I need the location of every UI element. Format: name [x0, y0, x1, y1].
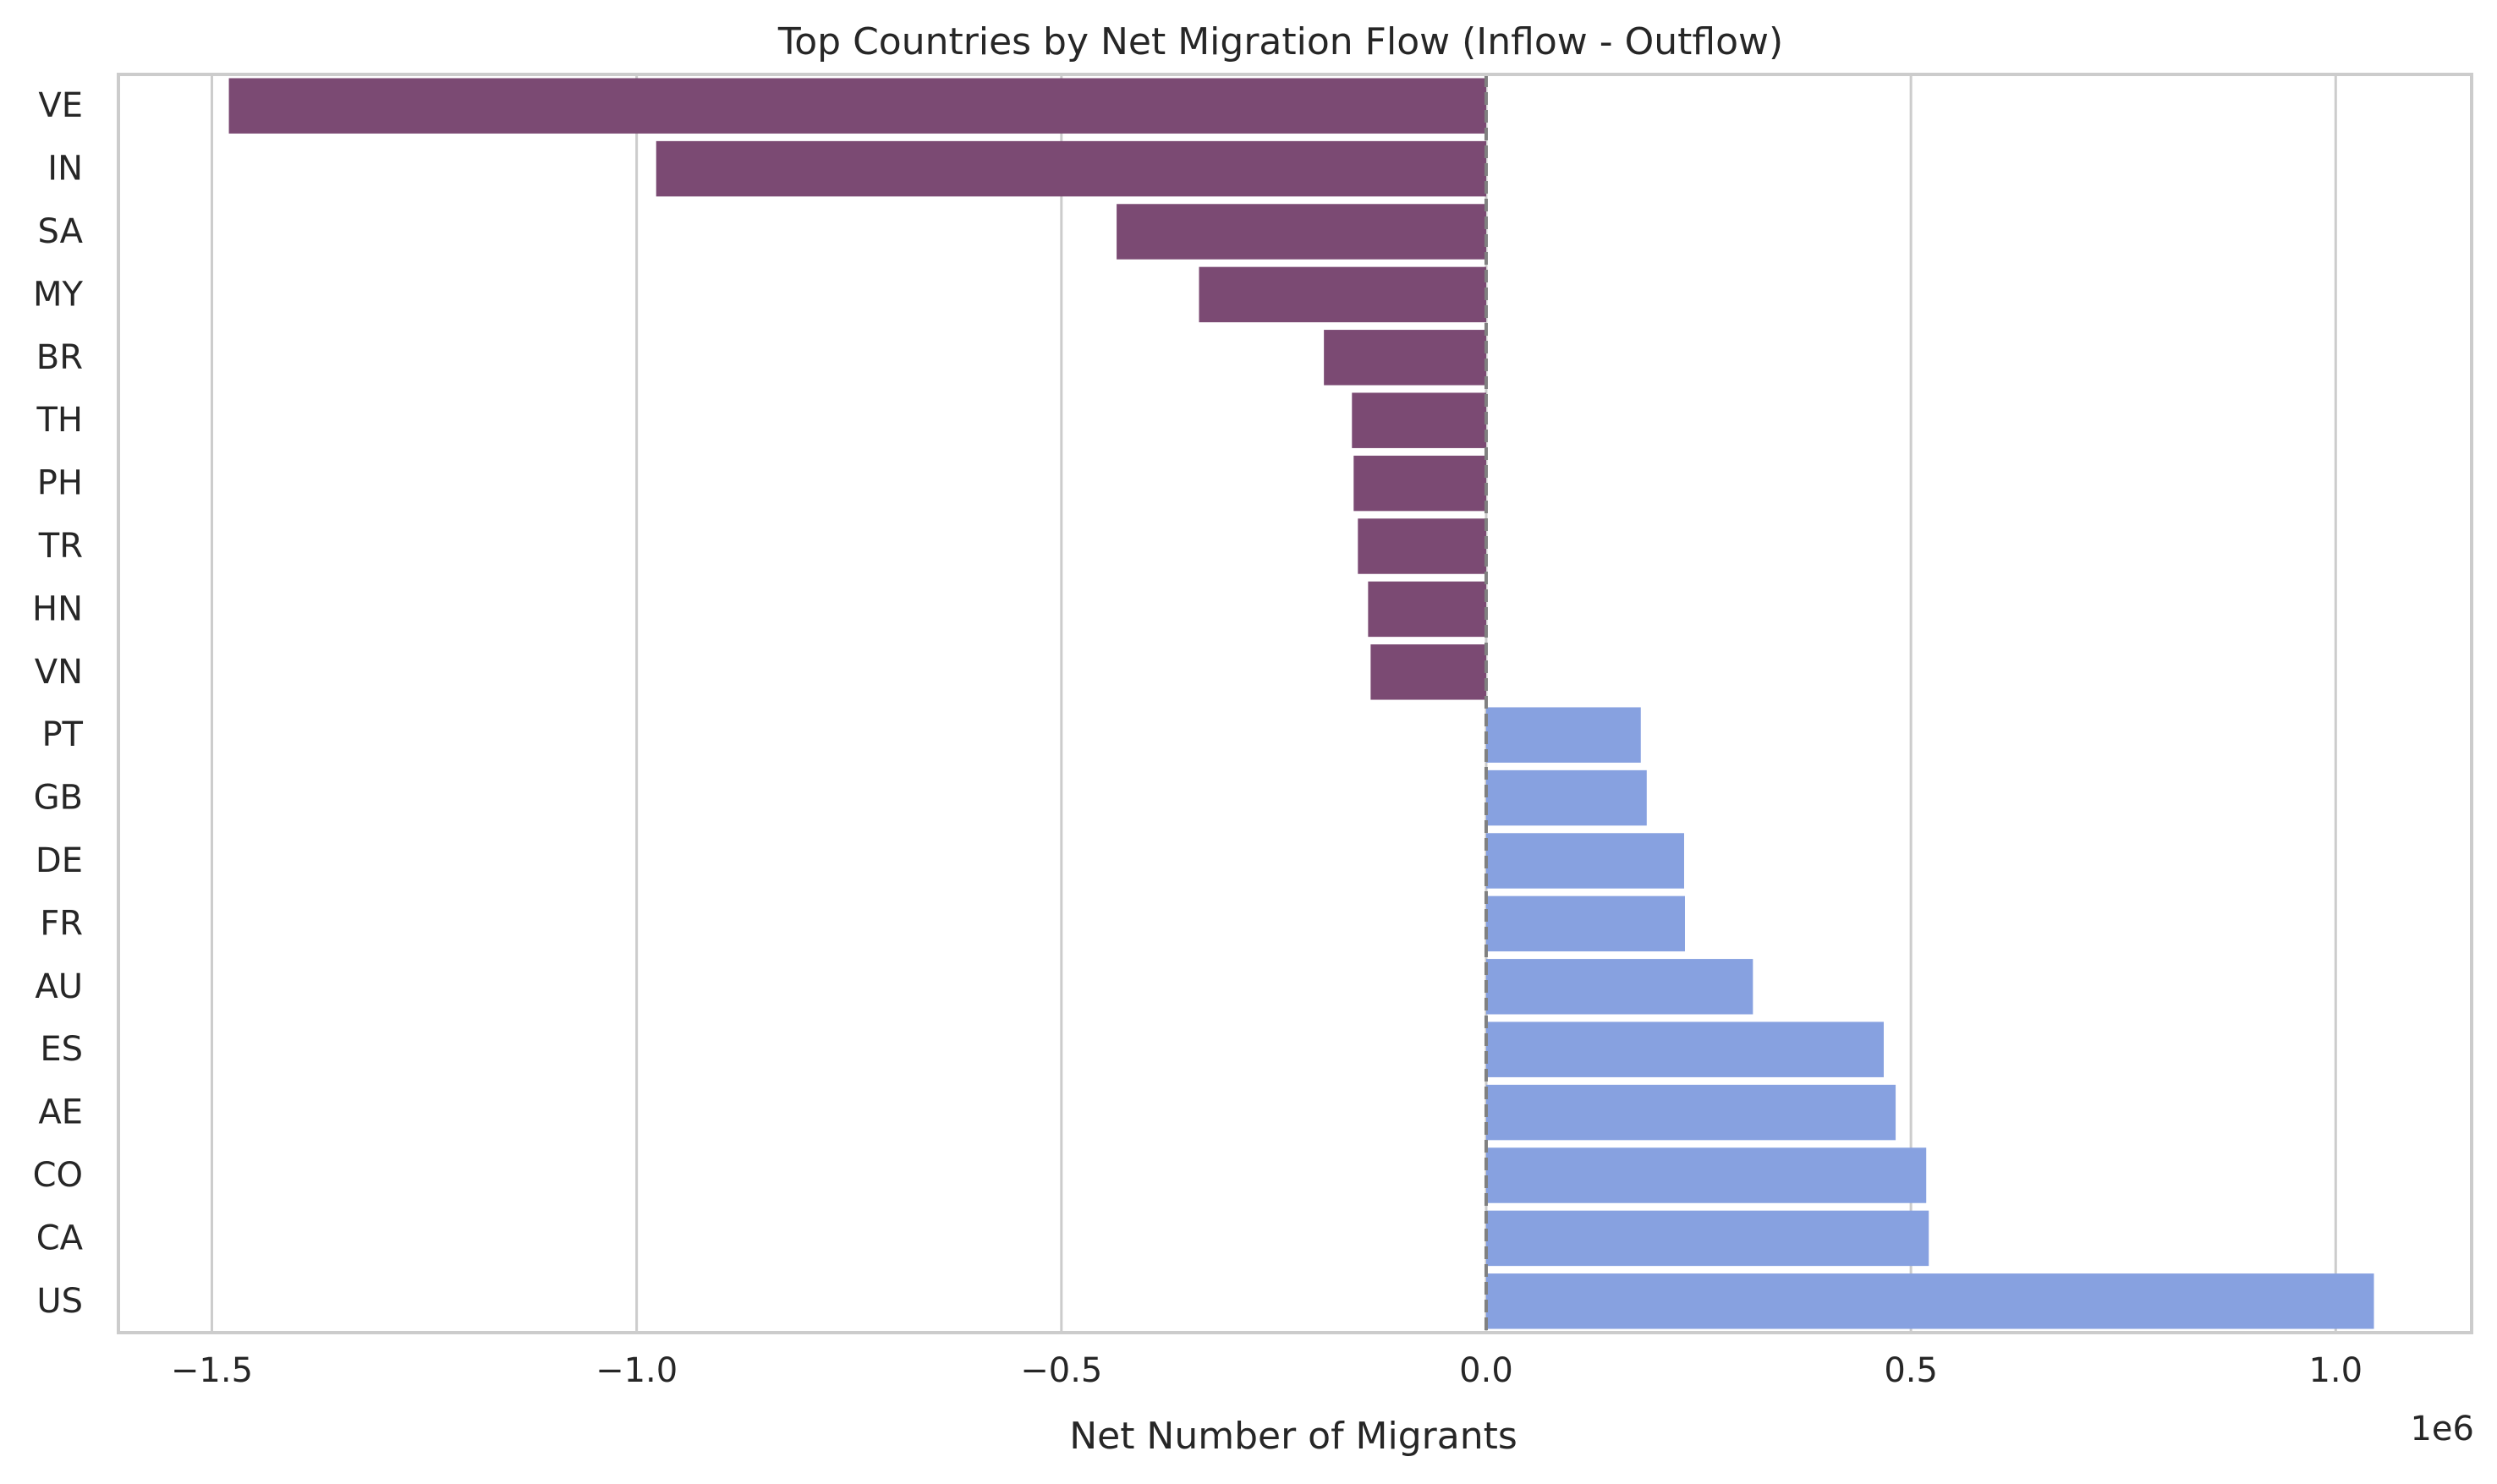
- y-tick-labels: VE IN SA MY BR TH PH TR HN VN PT GB DE FR AU ES AE CO CA US: [32, 86, 84, 1321]
- chart-title: Top Countries by Net Migration Flow (Inf…: [777, 20, 1783, 63]
- x-axis-label: Net Number of Migrants: [1069, 1415, 1517, 1458]
- bar-in: [656, 140, 1486, 197]
- bar-pt: [1485, 707, 1641, 763]
- y-tick-label-co: CO: [33, 1156, 83, 1195]
- y-tick-label-ca: CA: [36, 1218, 84, 1257]
- bar-tr: [1358, 518, 1486, 574]
- y-tick-label-in: IN: [47, 150, 83, 189]
- bar-ae: [1485, 1084, 1896, 1141]
- y-tick-label-sa: SA: [38, 212, 84, 251]
- bar-de: [1485, 833, 1684, 889]
- bar-au: [1485, 959, 1753, 1015]
- x-tick-label-0: −1.5: [171, 1351, 253, 1390]
- bar-us: [1485, 1273, 2374, 1329]
- bar-ca: [1485, 1210, 1929, 1267]
- bar-th: [1352, 392, 1486, 448]
- y-tick-label-gb: GB: [34, 779, 83, 818]
- bar-my: [1199, 266, 1486, 323]
- y-tick-label-es: ES: [40, 1030, 83, 1069]
- y-tick-label-ae: AE: [38, 1093, 83, 1132]
- bar-br: [1324, 330, 1486, 386]
- y-tick-label-us: US: [36, 1282, 83, 1321]
- y-tick-label-de: DE: [36, 841, 83, 880]
- bar-ve: [228, 78, 1486, 134]
- y-tick-label-tr: TR: [38, 527, 83, 566]
- y-tick-label-au: AU: [35, 967, 83, 1006]
- y-tick-label-my: MY: [33, 275, 84, 314]
- y-tick-label-pt: PT: [41, 715, 83, 754]
- bar-sa: [1117, 204, 1486, 260]
- x-tick-label-1: −1.0: [595, 1351, 678, 1390]
- y-tick-label-th: TH: [36, 401, 83, 440]
- y-tick-label-ph: PH: [37, 464, 83, 503]
- y-tick-label-ve: VE: [38, 86, 83, 125]
- x-tick-label-3: 0.0: [1459, 1351, 1513, 1390]
- bar-fr: [1485, 895, 1685, 952]
- grid-lines: [210, 74, 2337, 1333]
- bar-ph: [1353, 455, 1486, 512]
- x-tick-label-2: −0.5: [1020, 1351, 1102, 1390]
- y-tick-label-vn: VN: [35, 653, 83, 692]
- plot-frame: [117, 73, 2473, 1334]
- x-tick-labels: −1.5 −1.0 −0.5 0.0 0.5 1.0: [171, 1351, 2363, 1390]
- x-tick-label-4: 0.5: [1884, 1351, 1938, 1390]
- x-axis-offset-label: 1e6: [2410, 1410, 2474, 1448]
- y-tick-label-fr: FR: [40, 904, 83, 943]
- bar-es: [1485, 1021, 1885, 1077]
- x-tick-label-5: 1.0: [2308, 1351, 2363, 1390]
- bar-vn: [1370, 644, 1486, 700]
- bars: [228, 78, 2374, 1329]
- y-tick-label-br: BR: [36, 338, 83, 377]
- y-tick-label-hn: HN: [32, 589, 83, 628]
- bar-hn: [1368, 581, 1486, 638]
- bar-co: [1485, 1147, 1927, 1203]
- bar-gb: [1485, 769, 1647, 826]
